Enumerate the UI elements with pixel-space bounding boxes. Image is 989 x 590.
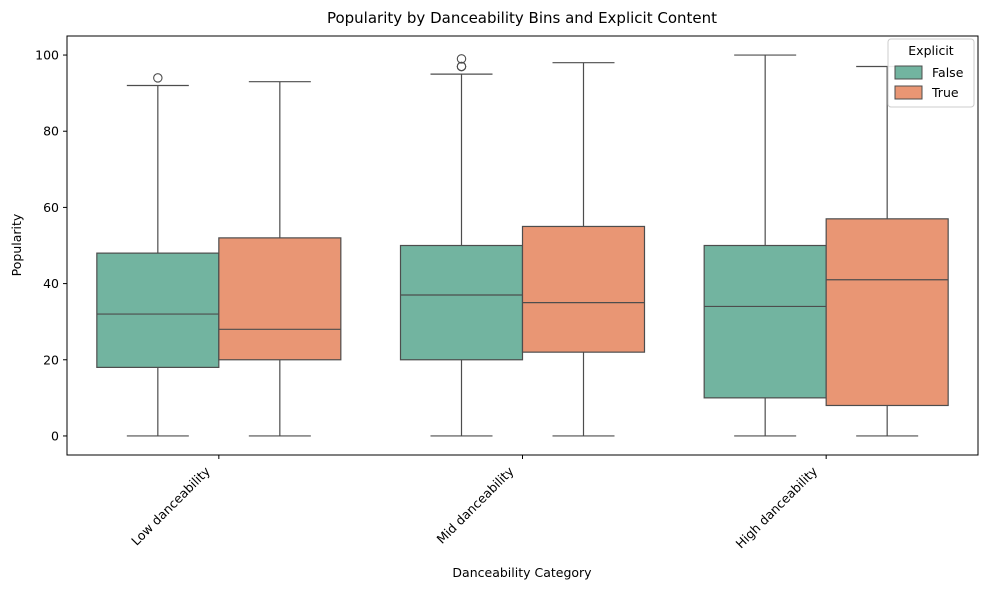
iqr-box <box>825 218 949 407</box>
y-tick-label: 60 <box>43 200 59 215</box>
x-tick-label: Low danceability <box>128 463 213 548</box>
y-tick-label: 40 <box>43 276 59 291</box>
iqr-box <box>703 244 827 399</box>
box-true-3 <box>825 65 949 437</box>
iqr-box <box>96 252 220 368</box>
legend-label-false: False <box>932 65 964 80</box>
iqr-box <box>521 225 646 353</box>
y-axis: 0 20 40 60 80 100 <box>35 48 67 443</box>
legend-title: Explicit <box>908 43 954 58</box>
box-false-2 <box>399 54 524 437</box>
y-axis-label: Popularity <box>9 213 24 276</box>
y-tick-label: 80 <box>43 124 59 139</box>
y-tick-label: 100 <box>35 48 59 63</box>
box-true-1 <box>218 81 342 437</box>
box-true-2 <box>521 62 646 437</box>
chart-title: Popularity by Danceability Bins and Expl… <box>327 9 717 27</box>
legend-label-true: True <box>931 85 959 100</box>
y-tick-label: 0 <box>51 428 59 443</box>
legend-swatch-false <box>894 65 923 80</box>
legend: Explicit False True <box>887 38 975 108</box>
iqr-box <box>218 237 342 361</box>
outlier-point <box>456 54 467 64</box>
box-false-1 <box>96 73 220 437</box>
outlier-point <box>153 73 163 83</box>
boxes-layer <box>96 54 949 437</box>
x-axis-label: Danceability Category <box>452 565 592 580</box>
outlier-point <box>456 61 467 72</box>
iqr-box <box>399 244 524 361</box>
x-axis: Low danceability Mid danceability High dan… <box>128 455 827 551</box>
x-tick-label: High danceability <box>733 463 821 551</box>
legend-swatch-true <box>894 85 923 100</box>
y-tick-label: 20 <box>43 352 59 367</box>
box-false-3 <box>703 54 827 437</box>
x-tick-label: Mid danceability <box>433 463 517 547</box>
